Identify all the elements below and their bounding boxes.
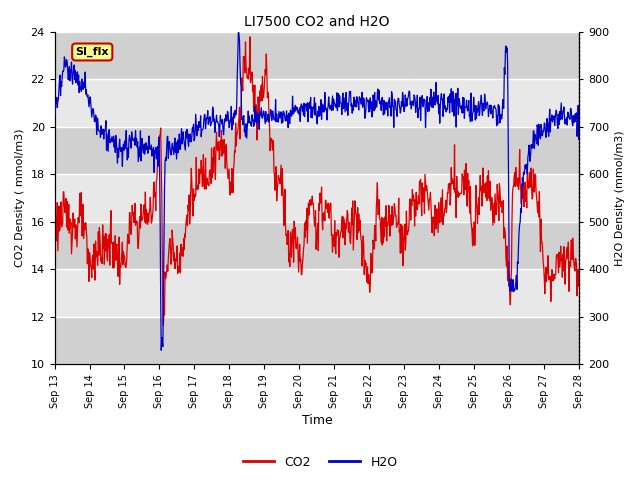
H2O (559, 117, 566, 122)
Bar (54, 222, 579, 269)
CO2 (361, 257, 369, 263)
Legend: CO2, H2O: CO2, H2O (237, 451, 403, 474)
H2O (76, 79, 84, 84)
Bar (54, 32, 579, 79)
CO2 (148, 218, 156, 224)
CO2 (269, 138, 277, 144)
H2O (148, 153, 156, 159)
CO2 (51, 234, 58, 240)
H2O (575, 113, 583, 119)
Bar (54, 317, 579, 364)
H2O (234, 27, 242, 33)
Title: LI7500 CO2 and H2O: LI7500 CO2 and H2O (244, 15, 390, 29)
Text: SI_flx: SI_flx (76, 47, 109, 57)
Line: H2O: H2O (54, 30, 579, 350)
CO2 (575, 278, 583, 284)
CO2 (76, 191, 84, 196)
H2O (269, 114, 277, 120)
H2O (550, 113, 558, 119)
Y-axis label: CO2 Density ( mmol/m3): CO2 Density ( mmol/m3) (15, 129, 25, 267)
CO2 (550, 272, 558, 277)
X-axis label: Time: Time (301, 414, 332, 427)
H2O (157, 348, 165, 353)
CO2 (246, 34, 253, 40)
H2O (51, 113, 58, 119)
Bar (54, 127, 579, 174)
CO2 (159, 323, 167, 328)
Line: CO2: CO2 (54, 37, 579, 325)
CO2 (559, 274, 566, 280)
H2O (361, 115, 369, 121)
Y-axis label: H2O Density (mmol/m3): H2O Density (mmol/m3) (615, 130, 625, 266)
